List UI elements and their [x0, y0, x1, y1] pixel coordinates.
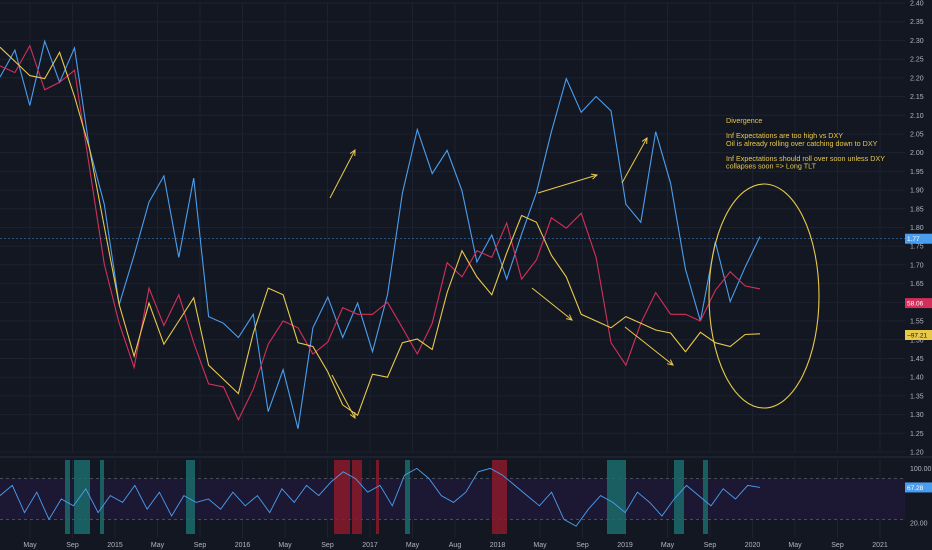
trend-arrow — [331, 374, 356, 419]
y-tick-label: 1.90 — [910, 188, 924, 195]
x-tick-label: 2020 — [745, 542, 761, 549]
y-tick-label: 1.95 — [910, 169, 924, 176]
signal-band — [334, 460, 350, 534]
rsi-line — [0, 467, 761, 527]
annotation-text: Divergence Inf Expectations are too high … — [726, 116, 885, 171]
y-tick-label: 2.15 — [910, 94, 924, 101]
y-tick-label: 1.70 — [910, 262, 924, 269]
value-tag-bg — [905, 298, 932, 309]
trend-arrow — [531, 287, 573, 321]
trend-arrow — [621, 137, 648, 184]
series-line — [0, 44, 761, 422]
signal-band — [74, 460, 90, 534]
x-tick-label: 2017 — [362, 542, 378, 549]
series-line — [0, 39, 761, 429]
y-tick-label: 1.35 — [910, 393, 924, 400]
x-tick-label: Sep — [831, 542, 844, 549]
y-tick-label: 1.50 — [910, 337, 924, 344]
arrow-head — [667, 359, 674, 366]
x-tick-label: May — [788, 542, 802, 549]
signal-band — [492, 460, 507, 534]
signal-band — [674, 460, 684, 534]
x-tick-label: 2021 — [872, 542, 888, 549]
value-tag-label: ~97.21 — [907, 333, 927, 340]
x-tick-label: Sep — [321, 542, 334, 549]
arrow-head — [590, 173, 599, 180]
x-tick-label: May — [406, 542, 420, 549]
x-tick-label: May — [278, 542, 292, 549]
arrow-head — [566, 314, 573, 321]
x-tick-label: 2019 — [617, 542, 633, 549]
y-tick-label: 2.20 — [910, 75, 924, 82]
x-tick-label: Sep — [576, 542, 589, 549]
y-tick-label: 2.05 — [910, 131, 924, 138]
y-tick-label: 2.10 — [910, 113, 924, 120]
y-tick-label: 1.25 — [910, 431, 924, 438]
signal-band — [186, 460, 195, 534]
value-tag-label: 1.77 — [907, 236, 920, 243]
trend-arrow — [329, 149, 356, 199]
arrow-head — [349, 411, 356, 420]
x-tick-label: May — [151, 542, 165, 549]
annotation-line: Inf Expectations should roll over soon u… — [726, 154, 885, 163]
signal-band — [376, 460, 379, 534]
x-tick-label: Sep — [704, 542, 717, 549]
y-tick-label: 2.00 — [910, 150, 924, 157]
y-tick-label: 2.35 — [910, 19, 924, 26]
subpanel-background — [0, 456, 932, 520]
y-tick-label: 1.85 — [910, 206, 924, 213]
arrow-head — [641, 136, 648, 145]
y-tick-label: 1.40 — [910, 375, 924, 382]
y-tick-label: 1.80 — [910, 225, 924, 232]
y-tick-label: 1.45 — [910, 356, 924, 363]
value-tag-bg — [905, 233, 932, 244]
signal-band — [703, 460, 708, 534]
y-tick-label: 1.20 — [910, 450, 924, 457]
y-tick-label: 2.30 — [910, 38, 924, 45]
trend-arrow — [624, 326, 674, 366]
x-tick-label: Aug — [449, 542, 462, 549]
y-tick-label: 1.55 — [910, 319, 924, 326]
sub-y-tick-label: 100.00 — [910, 466, 932, 473]
value-tag-label: 67.28 — [907, 485, 924, 492]
x-tick-label: 2018 — [490, 542, 506, 549]
signal-band — [100, 460, 104, 534]
annotation-line: Oil is already rolling over catching dow… — [726, 139, 878, 148]
x-tick-label: 2016 — [235, 542, 251, 549]
drawing-annotations — [329, 136, 820, 420]
y-tick-label: 1.30 — [910, 412, 924, 419]
value-tag-bg — [905, 482, 932, 493]
signal-band — [352, 460, 362, 534]
highlight-ellipse — [708, 183, 820, 409]
sub-y-tick-label: 20.00 — [910, 520, 928, 527]
signal-band — [607, 460, 626, 534]
rsi-band — [0, 478, 905, 520]
time-axis: May Sep 2015 May Sep 2016 May Sep 2017 May Aug 2018… — [23, 542, 888, 549]
annotation-line: collapses soon => Long TLT — [726, 162, 817, 171]
annotation-line: Inf Expectations are too high vs DXY — [726, 131, 843, 140]
y-tick-label: 1.75 — [910, 244, 924, 251]
y-tick-label: 2.25 — [910, 57, 924, 64]
x-tick-label: May — [661, 542, 675, 549]
y-tick-label: 1.65 — [910, 281, 924, 288]
highlight-bands — [65, 460, 708, 534]
value-tag-bg — [905, 330, 932, 341]
series-line — [0, 46, 761, 417]
last-value-tags: 1.77 58.06 ~97.21 67.28 — [905, 233, 932, 493]
x-tick-label: Sep — [66, 542, 79, 549]
signal-band — [405, 460, 410, 534]
series-lines — [0, 39, 905, 527]
value-tag-label: 58.06 — [907, 301, 924, 308]
x-tick-label: May — [23, 542, 37, 549]
arrow-head — [349, 148, 356, 157]
signal-band — [65, 460, 70, 534]
trend-arrow — [537, 174, 598, 194]
y-tick-label: 2.40 — [910, 1, 924, 8]
annotation-line: Divergence — [726, 116, 762, 125]
x-tick-label: 2015 — [107, 542, 123, 549]
x-tick-label: Sep — [194, 542, 207, 549]
x-tick-label: May — [533, 542, 547, 549]
